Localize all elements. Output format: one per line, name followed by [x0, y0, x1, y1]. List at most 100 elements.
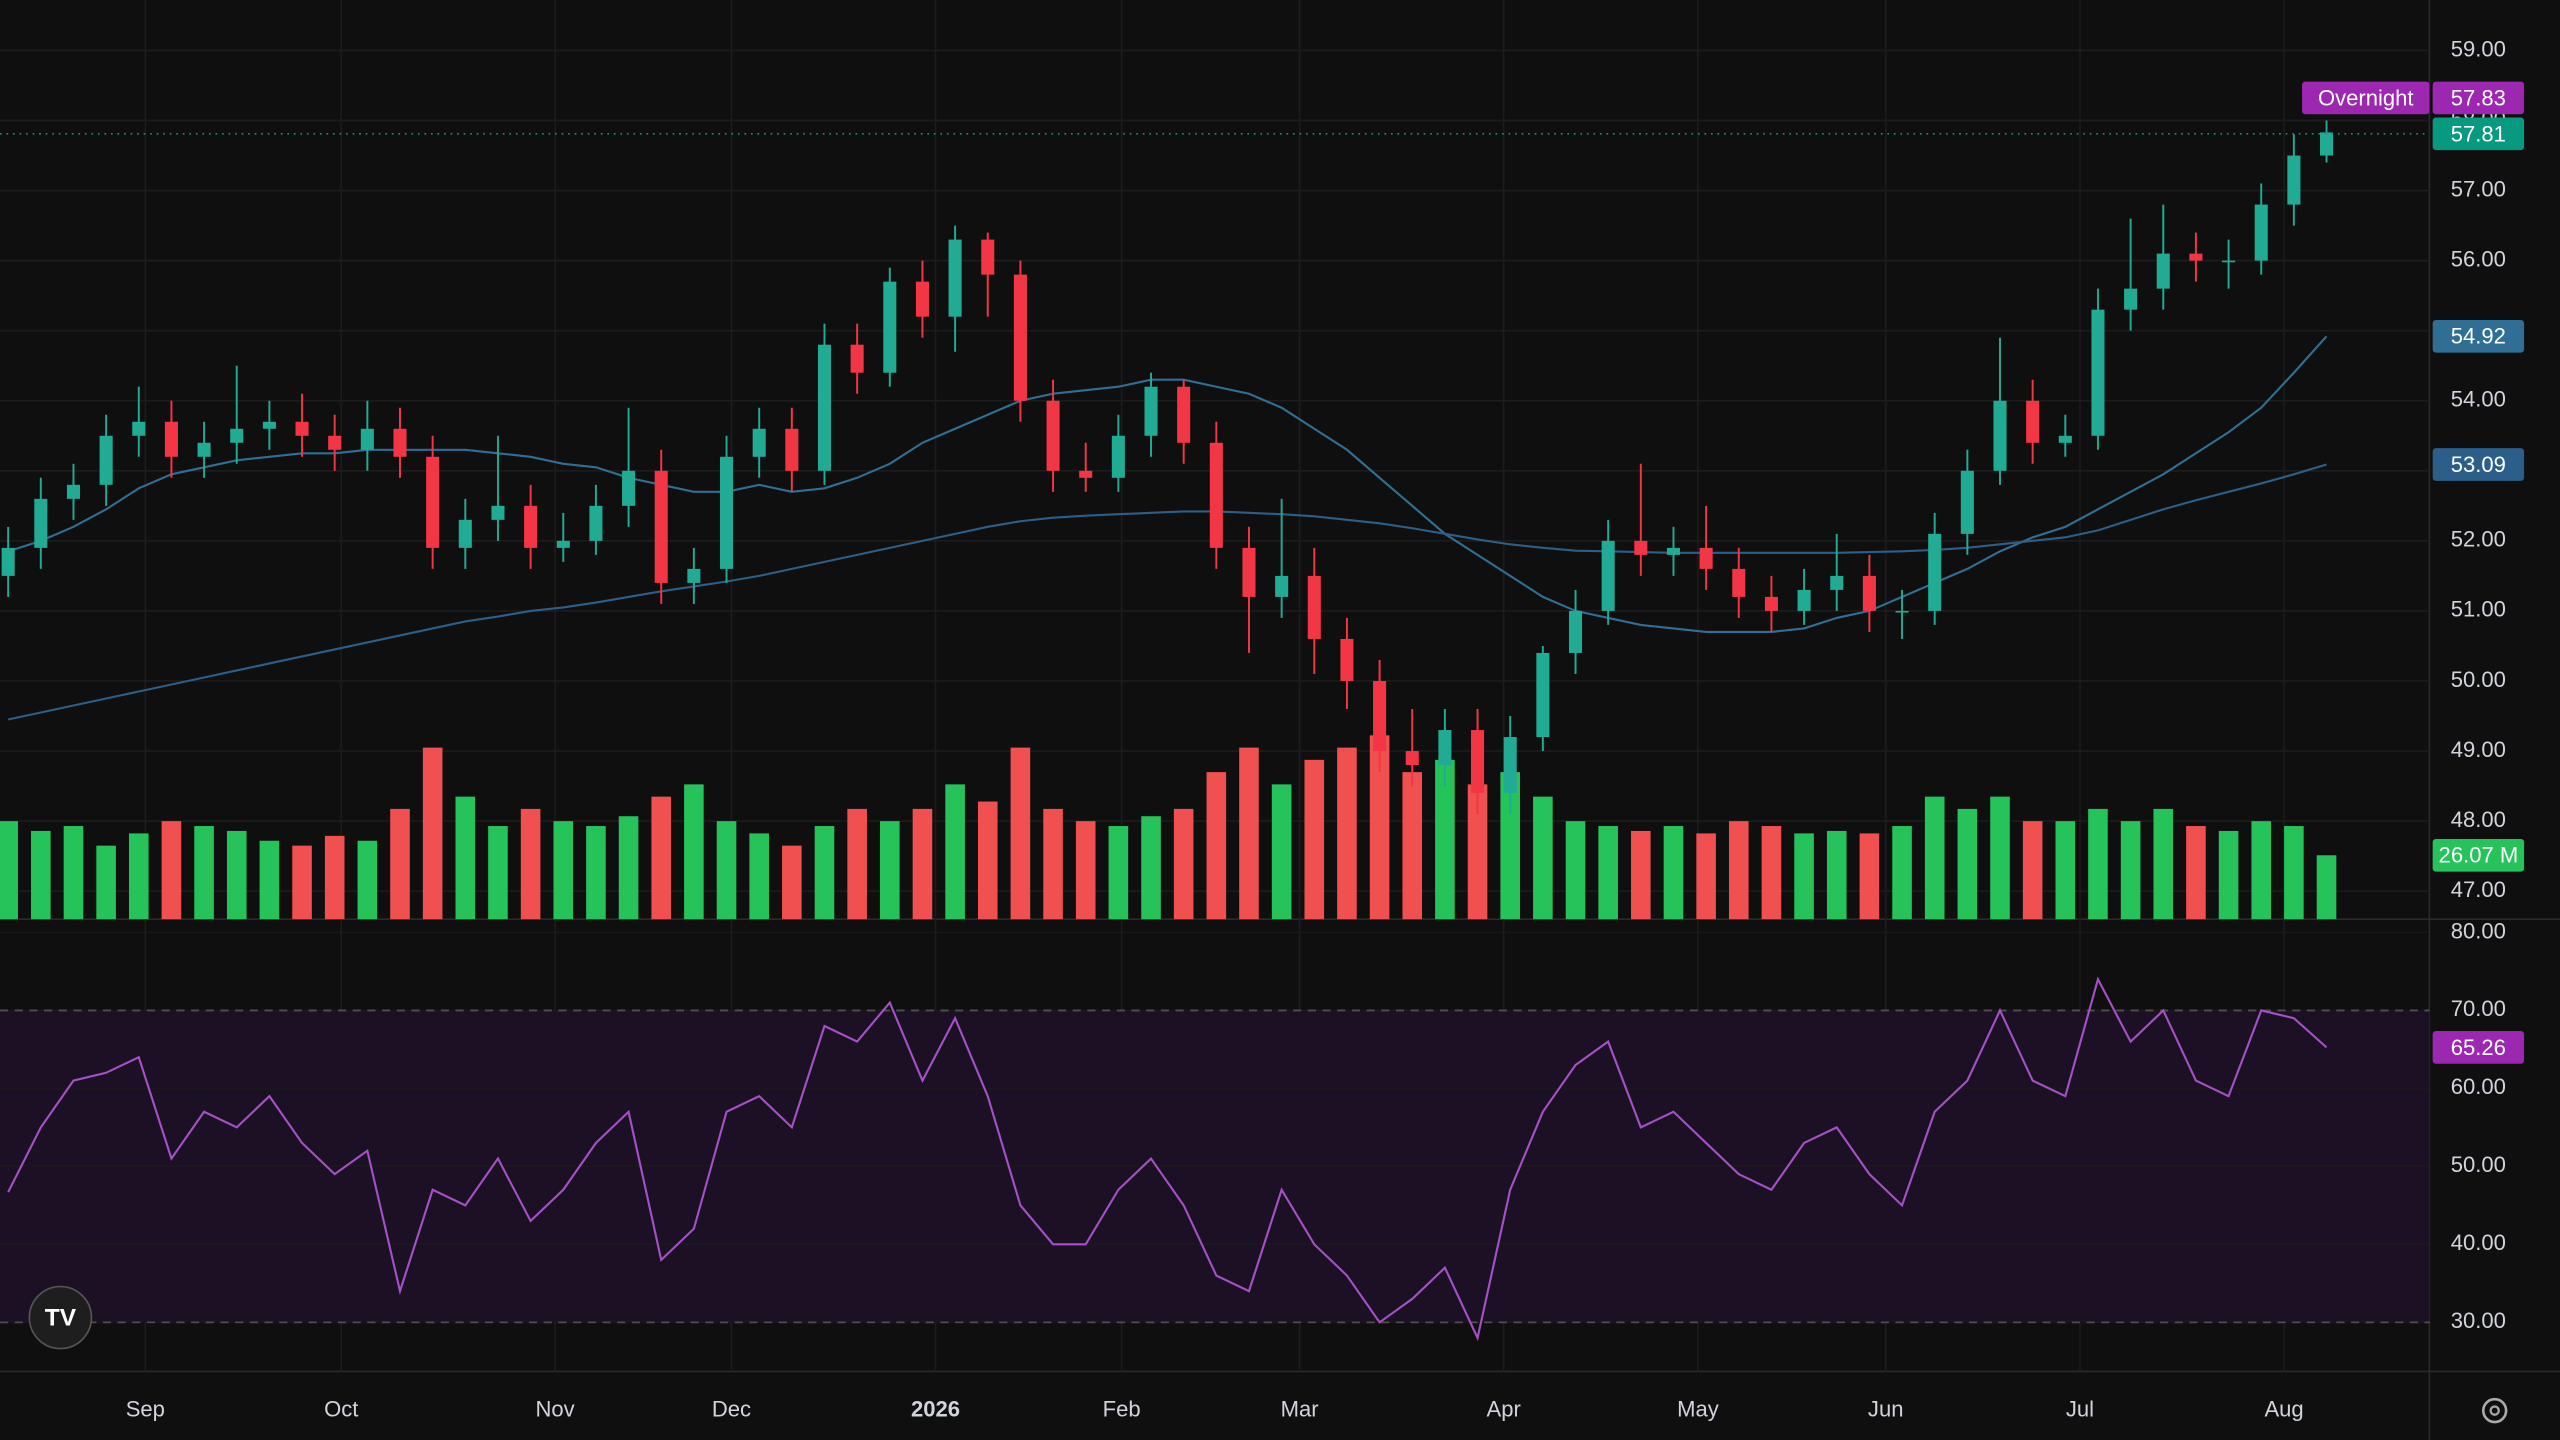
candle-body	[1503, 737, 1517, 794]
candle-body	[1666, 547, 1680, 555]
candle-body	[556, 540, 570, 548]
candle-body	[915, 281, 929, 317]
y-tick-label: 51.00	[2451, 597, 2506, 622]
x-tick-label: Dec	[712, 1396, 751, 1421]
volume-bar	[161, 821, 182, 920]
candle-body	[66, 484, 80, 499]
candle-body	[2124, 288, 2138, 310]
volume-bar	[2316, 855, 2337, 920]
candle-body	[491, 505, 505, 520]
y-tick-label: 47.00	[2451, 877, 2506, 902]
volume-bar	[2251, 821, 2272, 920]
candle-body	[164, 421, 178, 457]
volume-bar	[1990, 796, 2010, 920]
candle-body	[1699, 547, 1713, 569]
candle-body	[1601, 540, 1615, 611]
volume-bar	[553, 821, 574, 920]
volume-bar	[912, 808, 933, 920]
rsi-tick-label: 80.00	[2451, 918, 2506, 943]
candle-body	[262, 421, 276, 429]
candle-body	[524, 505, 538, 548]
candle-body	[2189, 253, 2203, 261]
volume-bar	[586, 826, 606, 920]
candle-body	[1144, 386, 1158, 436]
volume-bar	[2284, 826, 2304, 920]
candle-body	[393, 428, 407, 457]
volume-bar	[226, 830, 247, 920]
x-tick-label: Oct	[324, 1396, 358, 1421]
volume-bar	[31, 830, 51, 920]
candle-body	[1373, 680, 1387, 752]
volume-bar	[422, 747, 443, 920]
volume-bar	[96, 845, 116, 920]
logo[interactable]: TV	[28, 1285, 93, 1350]
candle-body	[132, 421, 146, 436]
volume-bar	[749, 833, 769, 920]
volume-bar	[2088, 808, 2108, 920]
candle-body	[687, 568, 701, 583]
volume-tag: 26.07 M	[2439, 843, 2519, 868]
volume-bar	[1239, 747, 1259, 920]
candle-body	[1275, 575, 1289, 597]
svg-text:TV: TV	[45, 1305, 77, 1332]
volume-bar	[1173, 808, 1194, 920]
volume-bar	[1108, 826, 1129, 920]
volume-bar	[1794, 833, 1814, 920]
volume-bar	[880, 821, 900, 920]
x-tick-label: Mar	[1281, 1396, 1319, 1421]
y-tick-label: 59.00	[2451, 36, 2506, 61]
volume-tag-box	[2432, 838, 2525, 872]
candle-body	[1111, 435, 1125, 478]
price-tag: 57.81	[2451, 121, 2506, 146]
volume-bar	[2055, 821, 2076, 920]
price-tag-box	[2432, 81, 2525, 115]
candle-body	[1797, 589, 1811, 611]
volume-bar	[977, 801, 998, 920]
volume-bar	[259, 840, 280, 920]
candle-body	[1209, 442, 1223, 548]
candle-body	[883, 281, 897, 373]
volume-bar	[1043, 808, 1063, 920]
candle-body	[1307, 575, 1321, 639]
candle-body	[2058, 435, 2072, 443]
rsi-tick-label: 70.00	[2451, 996, 2506, 1021]
volume-bar	[1500, 772, 1520, 920]
volume-bar	[63, 826, 84, 920]
volume-bar	[1598, 826, 1618, 920]
volume-bar	[1924, 796, 1945, 920]
candle-body	[2026, 400, 2040, 443]
candle-body	[720, 456, 734, 569]
x-tick-label: 2026	[911, 1396, 960, 1421]
volume-bar	[1206, 772, 1227, 920]
ma-tag: 53.09	[2451, 452, 2506, 477]
plot: Sep Oct Nov Dec 2026 Feb Mar Apr May Jun Jul Aug 47.…	[0, 0, 2525, 1421]
volume-bar	[520, 808, 541, 920]
volume-bar	[1369, 735, 1390, 920]
x-tick-label: Sep	[126, 1396, 165, 1421]
candle-body	[785, 428, 799, 471]
candle-body	[817, 344, 832, 471]
x-tick-label: Jun	[1868, 1396, 1904, 1421]
candle-body	[622, 470, 636, 506]
candle-body	[1830, 575, 1844, 590]
volume-bar	[1271, 784, 1292, 920]
volume-bar	[847, 808, 867, 920]
volume-bar	[324, 835, 345, 920]
candle-body	[654, 470, 668, 583]
volume-bar	[1696, 833, 1716, 920]
ma-tag: 54.92	[2451, 324, 2506, 349]
candle-body	[1960, 470, 1974, 534]
candle-body	[34, 498, 48, 548]
volume-bar	[292, 845, 312, 920]
volume-bar	[2120, 821, 2141, 920]
ma-tag-box	[2432, 448, 2525, 481]
volume-bar	[390, 808, 410, 920]
y-tick-label: 48.00	[2451, 807, 2506, 832]
candle-body	[2320, 132, 2334, 156]
settings-icon[interactable]	[2481, 1397, 2508, 1424]
candle-body	[230, 428, 244, 443]
volume-bar	[945, 784, 965, 920]
candle-body	[1438, 730, 1452, 766]
